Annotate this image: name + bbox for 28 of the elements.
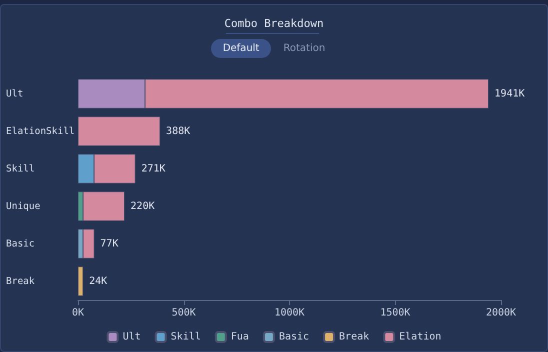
x-tick-label: 2000K bbox=[486, 308, 516, 318]
y-tick-label: ElationSkill bbox=[6, 126, 75, 137]
total-label: 77K bbox=[100, 238, 118, 250]
total-label: 220K bbox=[130, 200, 155, 212]
text: Rotation bbox=[282, 42, 326, 56]
bar bbox=[78, 116, 160, 146]
y-tick-label: Break bbox=[6, 276, 35, 287]
legend-label: Break bbox=[339, 332, 370, 342]
total-label: 24K bbox=[89, 276, 108, 287]
total-label: 271K bbox=[141, 163, 166, 174]
y-tick-label: Unique bbox=[6, 200, 41, 212]
y-tick-label: Ult bbox=[6, 88, 24, 100]
text: Default bbox=[210, 39, 272, 58]
bar bbox=[78, 266, 84, 296]
y-tick-label: Skill bbox=[6, 163, 35, 174]
chart-title: Combo Breakdown bbox=[224, 17, 324, 30]
x-tick-label: 1000K bbox=[274, 308, 305, 318]
legend-label: Ult bbox=[122, 332, 141, 342]
legend-label: Fua bbox=[230, 332, 249, 342]
total-label: 1941K bbox=[494, 88, 525, 100]
total-label: 388K bbox=[166, 126, 190, 137]
x-tick-label: 0K bbox=[72, 308, 84, 318]
x-tick-label: 1500K bbox=[380, 308, 410, 318]
legend-label: Elation bbox=[399, 332, 442, 342]
legend-label: Basic bbox=[278, 332, 310, 342]
y-tick-label: Basic bbox=[6, 238, 35, 250]
legend-label: Skill bbox=[170, 332, 201, 342]
x-tick-label: 500K bbox=[172, 308, 196, 318]
